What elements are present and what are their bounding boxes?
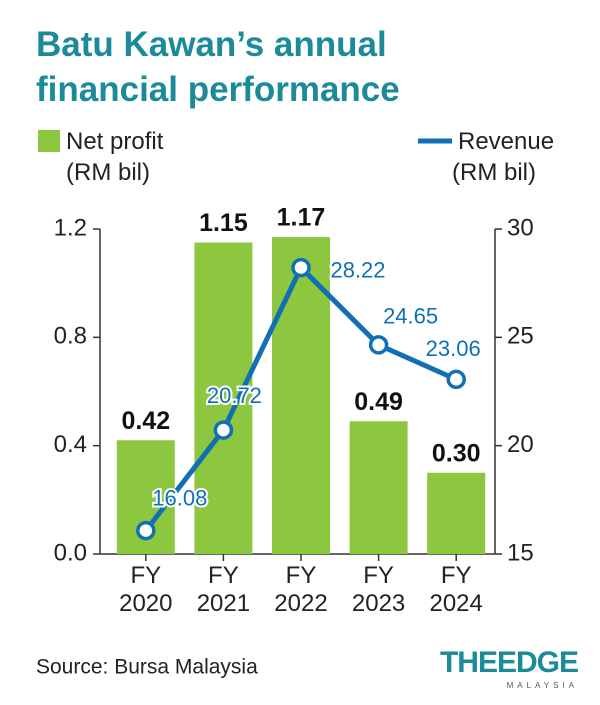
revenue-point	[291, 257, 311, 278]
legend-unit: (RM bil)	[452, 159, 536, 186]
legend-label: Net profit	[66, 128, 164, 155]
x-tick-label: FY 2023	[351, 562, 406, 617]
revenue-point	[136, 520, 156, 541]
y-tick-label: 0.4	[54, 431, 87, 458]
revenue-point	[446, 369, 466, 390]
bar-value-label: 1.15	[199, 209, 248, 237]
y-tick-label: 0.8	[54, 323, 87, 350]
y2-tick-label: 15	[507, 539, 534, 566]
line-value-label: 28.22	[330, 257, 385, 282]
y2-tick-label: 25	[507, 323, 534, 350]
logo-sub: MALAYSIA	[507, 681, 578, 690]
y-tick-label: 0.0	[54, 539, 87, 566]
y-tick-label: 1.2	[54, 214, 87, 241]
legend-unit: (RM bil)	[66, 159, 150, 186]
x-tick-label: FY 2021	[196, 562, 251, 617]
line-value-label: 16.08	[152, 485, 207, 510]
chart-title: Batu Kawan’s annual financial performanc…	[36, 25, 400, 109]
line-value-label: 20.72	[207, 383, 262, 408]
line-value-label: 23.06	[426, 336, 481, 361]
bar-value-label: 0.30	[432, 439, 481, 467]
x-tick-label: FY 2020	[119, 562, 173, 617]
line-value-label: 24.65	[383, 304, 438, 329]
bar-value-label: 0.42	[121, 407, 170, 435]
legend-label: Revenue	[458, 128, 555, 155]
bar-value-label: 1.17	[277, 204, 326, 232]
revenue-point	[213, 420, 234, 440]
y2-tick-label: 30	[507, 214, 534, 241]
bar	[349, 421, 408, 554]
source: Source: Bursa Malaysia	[36, 656, 258, 679]
revenue-point	[368, 335, 389, 355]
logo: THEEDGE	[440, 646, 578, 679]
bar	[194, 242, 253, 554]
x-tick-label: FY 2024	[429, 562, 483, 617]
y2-tick-label: 20	[507, 431, 534, 458]
bar-value-label: 0.49	[354, 388, 403, 416]
bar	[427, 472, 486, 554]
x-tick-label: FY 2022	[274, 562, 328, 617]
legend-swatch	[38, 130, 60, 152]
